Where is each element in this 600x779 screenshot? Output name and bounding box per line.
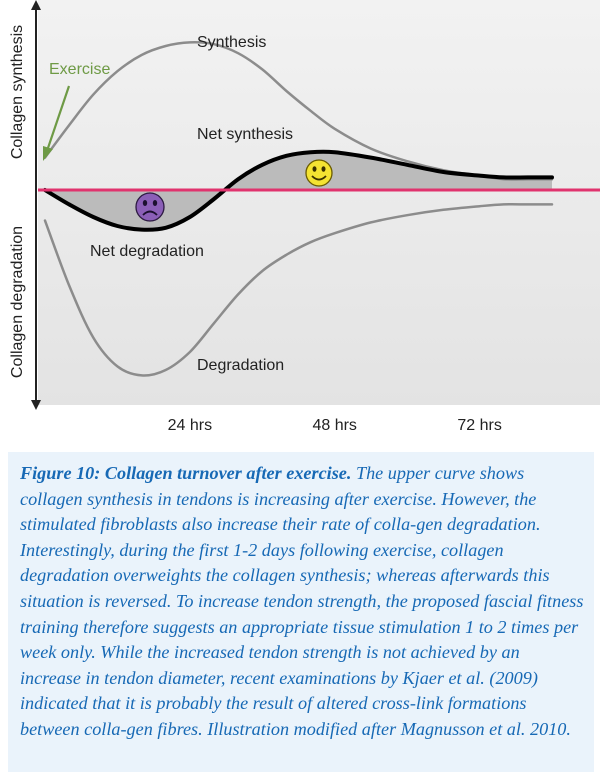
net-degradation-label: Net degradation [90, 243, 204, 260]
y-axis-label-synthesis: Collagen synthesis [9, 25, 26, 159]
caption-title: Figure 10: Collagen turnover after exerc… [20, 463, 352, 483]
exercise-arrow-shaft [46, 85, 71, 149]
x-tick-label: 48 hrs [312, 417, 356, 434]
y-axis-arrow-top [31, 0, 41, 10]
chart-svg: Collagen synthesis Collagen degradation … [9, 0, 600, 434]
series-line-degradation [43, 203, 554, 377]
annotation-labels: Synthesis Net synthesis Net degradation … [43, 34, 293, 374]
happy-face-icon [305, 159, 333, 187]
chart-figure: Collagen synthesis Collagen degradation … [9, 0, 600, 434]
net-synthesis-label: Net synthesis [197, 126, 293, 143]
x-tick-label: 24 hrs [168, 417, 212, 434]
x-tick-labels: 24 hrs 48 hrs 72 hrs [168, 417, 502, 434]
degradation-label: Degradation [197, 357, 284, 374]
caption-text: The upper curve shows collagen synthesis… [20, 463, 584, 739]
series-line-net-synthesis [43, 149, 554, 232]
net-area-fills [45, 151, 552, 230]
net-area-fill [45, 151, 552, 230]
exercise-arrow-head [43, 146, 53, 161]
exercise-label: Exercise [49, 61, 110, 78]
x-tick-label: 72 hrs [457, 417, 501, 434]
y-axis-arrow-bottom [31, 400, 41, 410]
sad-face-icon [135, 192, 165, 222]
synthesis-label: Synthesis [197, 34, 266, 51]
axes: Collagen synthesis Collagen degradation [9, 0, 41, 410]
series-curves [43, 41, 554, 377]
y-axis-label-degradation: Collagen degradation [9, 226, 26, 378]
figure-caption: Figure 10: Collagen turnover after exerc… [8, 452, 594, 772]
